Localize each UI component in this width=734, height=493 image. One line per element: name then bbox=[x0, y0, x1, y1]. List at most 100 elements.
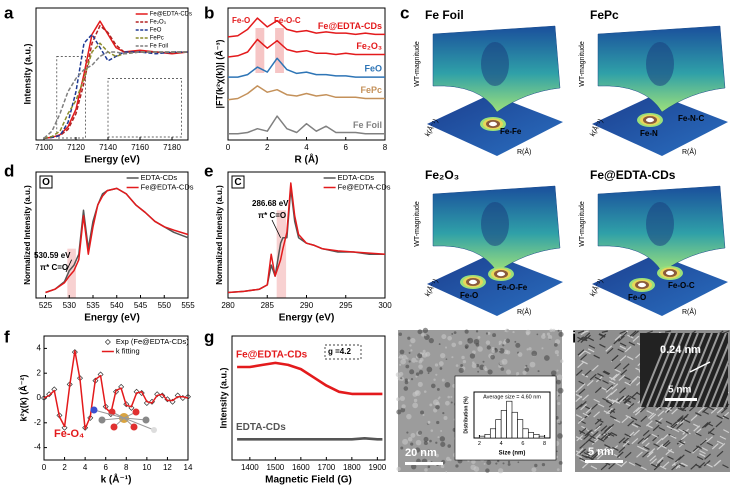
tem-texture bbox=[398, 332, 403, 336]
tem-fringe bbox=[666, 425, 674, 430]
tem-texture bbox=[498, 468, 504, 474]
tem-texture bbox=[486, 460, 492, 465]
tem-fringe bbox=[588, 439, 595, 444]
chart-title: Average size = 4.60 nm bbox=[483, 394, 541, 400]
tem-texture bbox=[400, 377, 403, 380]
tem-fringe bbox=[575, 393, 583, 398]
tem-texture bbox=[399, 349, 405, 355]
tem-fringe bbox=[624, 345, 632, 353]
tem-fringe bbox=[664, 330, 672, 333]
tem-fringe bbox=[641, 437, 649, 444]
tem-texture bbox=[517, 352, 523, 357]
series-line bbox=[43, 51, 188, 139]
tem-fringe bbox=[621, 416, 629, 424]
data-point bbox=[102, 403, 109, 410]
tem-fringe bbox=[612, 446, 619, 451]
x-tick-label: 6 bbox=[344, 143, 349, 152]
tem-fringe bbox=[683, 419, 691, 424]
histogram-bar bbox=[533, 434, 540, 439]
bond bbox=[123, 417, 147, 421]
tem-texture bbox=[477, 335, 481, 339]
legend-label: Exp (Fe@EDTA-CDs) bbox=[116, 337, 189, 346]
histogram-bar bbox=[484, 434, 491, 439]
tem-texture bbox=[440, 441, 446, 447]
wt-title: Fe@EDTA-CDs bbox=[590, 168, 676, 182]
tem-fringe bbox=[670, 434, 677, 440]
tem-texture bbox=[512, 330, 515, 334]
wt-peak-label: Fe-N bbox=[640, 129, 658, 138]
tem-texture bbox=[435, 453, 439, 458]
tem-fringe bbox=[596, 453, 604, 460]
series-line bbox=[45, 187, 189, 294]
wt-z-label: WT-magnitude bbox=[414, 41, 421, 87]
tem-texture bbox=[401, 404, 406, 409]
tem-texture bbox=[435, 441, 438, 444]
tem-fringe bbox=[639, 406, 647, 413]
tem-texture bbox=[420, 410, 425, 415]
tem-fringe bbox=[613, 418, 621, 423]
tem-fringe bbox=[699, 450, 706, 455]
x-axis-label: Energy (eV) bbox=[84, 313, 140, 324]
tem-texture bbox=[490, 354, 495, 360]
y-tick-label: -2 bbox=[34, 418, 42, 427]
wt-r-label: R(Å) bbox=[682, 147, 696, 156]
tem-texture bbox=[516, 372, 520, 376]
tem-fringe bbox=[658, 426, 666, 432]
tem-texture bbox=[472, 350, 476, 355]
tem-texture bbox=[505, 369, 512, 375]
tem-fringe bbox=[602, 379, 609, 385]
tem-fringe bbox=[677, 407, 684, 412]
tem-fringe bbox=[611, 355, 619, 362]
series-line bbox=[227, 17, 385, 38]
tem-fringe bbox=[722, 415, 730, 420]
tem-fringe bbox=[575, 369, 583, 376]
tem-texture bbox=[536, 333, 539, 336]
tem-fringe bbox=[662, 439, 670, 447]
tem-fringe bbox=[718, 442, 726, 450]
series-label: Fe@EDTA-CDs bbox=[318, 21, 382, 31]
tem-fringe bbox=[581, 360, 588, 365]
y-tick-label: 4 bbox=[37, 344, 42, 353]
tem-fringe bbox=[601, 446, 609, 453]
tem-fringe bbox=[649, 413, 657, 420]
tem-texture bbox=[422, 349, 426, 353]
tem-texture bbox=[485, 468, 490, 473]
tem-texture bbox=[409, 369, 415, 375]
tem-fringe bbox=[646, 451, 654, 458]
tem-fringe bbox=[584, 369, 592, 377]
tem-fringe bbox=[582, 462, 589, 469]
y-axis-label: k²χ(k) (Å⁻²) bbox=[18, 375, 28, 422]
tem-texture bbox=[410, 442, 414, 446]
tem-texture bbox=[450, 395, 453, 399]
tem-fringe bbox=[684, 449, 692, 454]
plot-frame bbox=[35, 171, 189, 299]
tem-fringe bbox=[607, 423, 615, 431]
tem-texture bbox=[415, 439, 422, 446]
panel-label: d bbox=[4, 161, 14, 180]
tem-texture bbox=[486, 345, 491, 350]
plot-frame bbox=[35, 7, 189, 141]
panel-label: b bbox=[204, 3, 214, 22]
tem-texture bbox=[400, 358, 406, 365]
tem-fringe bbox=[620, 331, 628, 339]
tem-fringe bbox=[620, 369, 628, 376]
tem-texture bbox=[560, 359, 564, 363]
x-tick-label: 525 bbox=[39, 301, 53, 310]
tem-texture bbox=[399, 395, 405, 402]
data-point bbox=[87, 414, 94, 421]
tem-texture bbox=[550, 370, 557, 376]
tem-texture bbox=[461, 355, 465, 360]
tem-texture bbox=[531, 467, 537, 473]
data-point bbox=[185, 393, 191, 400]
tem-texture bbox=[487, 331, 491, 335]
tem-fringe bbox=[611, 383, 619, 390]
tem-fringe bbox=[619, 387, 626, 394]
tem-fringe bbox=[587, 348, 595, 353]
data-point bbox=[61, 424, 68, 431]
series-line bbox=[227, 182, 386, 294]
tem-fringe bbox=[584, 405, 591, 410]
tem-texture bbox=[415, 390, 419, 395]
tem-texture bbox=[438, 343, 441, 346]
wt-contour bbox=[489, 121, 497, 127]
wt-title: Fe₂O₃ bbox=[425, 168, 459, 182]
